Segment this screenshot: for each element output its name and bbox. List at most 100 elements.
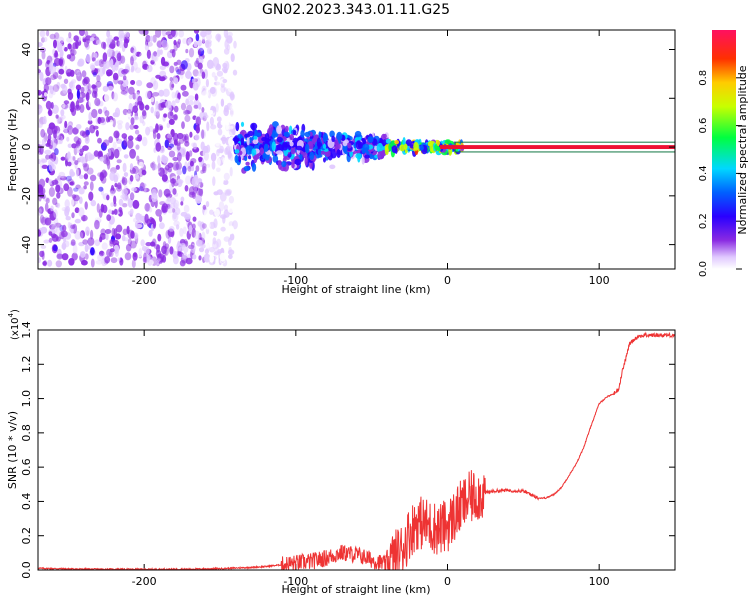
heatmap-cell <box>175 66 180 73</box>
heatmap-cell <box>162 75 168 80</box>
heatmap-cell <box>192 216 197 222</box>
heatmap-cell <box>322 132 329 143</box>
heatmap-cell <box>222 169 227 176</box>
heatmap-cell <box>51 179 59 185</box>
figure-title: GN02.2023.343.01.11.G25 <box>262 2 450 18</box>
heatmap-cell <box>83 173 89 180</box>
snr-plot-background <box>38 330 675 570</box>
heatmap-cell <box>188 47 195 58</box>
heatmap-cell <box>157 162 161 172</box>
heatmap-cell <box>155 123 159 133</box>
heatmap-cell <box>38 229 42 237</box>
heatmap-cell <box>145 34 151 43</box>
heatmap-cell <box>219 38 224 47</box>
heatmap-cell <box>84 39 89 48</box>
colorbar-tick-label: 0.4 <box>698 165 709 181</box>
heatmap-cell <box>157 168 161 174</box>
snr-y-tick-label: 0.4 <box>20 493 33 511</box>
heatmap-cell <box>86 167 94 175</box>
heatmap-cell <box>283 131 290 137</box>
heatmap-cell <box>115 233 122 240</box>
snr-plot-frame <box>37 329 676 571</box>
heatmap-cell <box>132 92 136 100</box>
heatmap-cell <box>170 30 176 38</box>
heatmap-cell <box>130 67 134 73</box>
heatmap-cell <box>228 254 233 260</box>
heatmap-cell <box>122 203 128 208</box>
heatmap-cell <box>230 93 236 100</box>
heatmap-cell <box>153 111 158 117</box>
heatmap-cell <box>114 107 121 118</box>
heatmap-cell <box>197 39 202 47</box>
heatmap-cell <box>169 80 174 91</box>
heatmap-cell <box>125 122 130 131</box>
heatmap-cell <box>71 212 75 219</box>
heatmap-cell <box>122 196 130 202</box>
snr-x-tick-label: 0 <box>444 575 451 588</box>
heatmap-cell <box>124 252 132 261</box>
snr-y-axis-label: SNR (10 * v/v) <box>6 411 19 489</box>
heatmap-cell <box>388 143 392 152</box>
heatmap-cell <box>184 114 191 123</box>
heatmap-cell <box>214 184 220 191</box>
heatmap-cell <box>112 141 117 151</box>
heatmap-cell <box>162 167 168 176</box>
heatmap-cell <box>140 200 145 210</box>
heatmap-cell <box>52 197 58 206</box>
heatmap-cell <box>113 130 120 139</box>
heatmap-cell <box>82 239 89 245</box>
heatmap-cell <box>88 191 94 201</box>
heatmap-cell <box>229 70 234 79</box>
heatmap-cell <box>197 49 201 56</box>
heatmap-cell <box>45 154 50 160</box>
heatmap-cell <box>153 51 158 57</box>
snr-y-tick-label: 1.2 <box>20 356 33 374</box>
heatmap-cell <box>40 226 48 234</box>
heatmap-cell <box>87 120 93 125</box>
heatmap-cell <box>193 41 198 48</box>
heatmap-cell <box>243 165 250 172</box>
heatmap-cell <box>141 245 148 252</box>
heatmap-cell <box>138 161 144 169</box>
heatmap-cell <box>160 56 166 66</box>
heatmap-cell <box>247 130 255 137</box>
heatmap-cell <box>198 156 204 161</box>
heatmap-cell <box>190 166 195 172</box>
heatmap-cell <box>47 126 54 136</box>
heatmap-cell <box>215 157 221 167</box>
heatmap-cell <box>109 58 114 69</box>
heatmap-cell <box>38 178 46 189</box>
heatmap-cell <box>207 89 212 99</box>
heatmap-cell <box>156 49 161 57</box>
heatmap-cell <box>118 39 123 49</box>
heatmap-cell <box>158 184 164 190</box>
heatmap-cell <box>184 185 189 192</box>
heatmap-cell <box>152 220 157 229</box>
heatmap-cell <box>126 225 130 235</box>
heatmap-cell <box>74 160 79 166</box>
heatmap-cell <box>132 165 139 175</box>
heatmap-cell <box>318 131 322 138</box>
heatmap-cell <box>152 129 157 140</box>
snr-scale-exponent: 4 <box>7 312 15 317</box>
heatmap-cell <box>284 125 289 133</box>
heatmap-cell <box>184 110 191 115</box>
heatmap-cell <box>69 171 76 177</box>
heatmap-cell <box>116 52 122 62</box>
heatmap-cell <box>146 256 153 266</box>
heatmap-cell <box>245 161 250 166</box>
heatmap-cell <box>64 199 70 209</box>
heatmap-cell <box>113 36 119 41</box>
heatmap-cell <box>136 79 143 87</box>
heatmap-cell <box>166 206 174 214</box>
heatmap-cell <box>43 239 50 244</box>
heatmap-cell <box>50 221 57 227</box>
heatmap-cell <box>67 161 72 167</box>
heatmap-cell <box>78 196 83 204</box>
heatmap-cell <box>385 138 391 144</box>
heatmap-cell <box>176 142 181 151</box>
heatmap-cell <box>66 54 72 60</box>
heatmap-cell <box>183 109 190 116</box>
heatmap-cell <box>276 136 283 143</box>
